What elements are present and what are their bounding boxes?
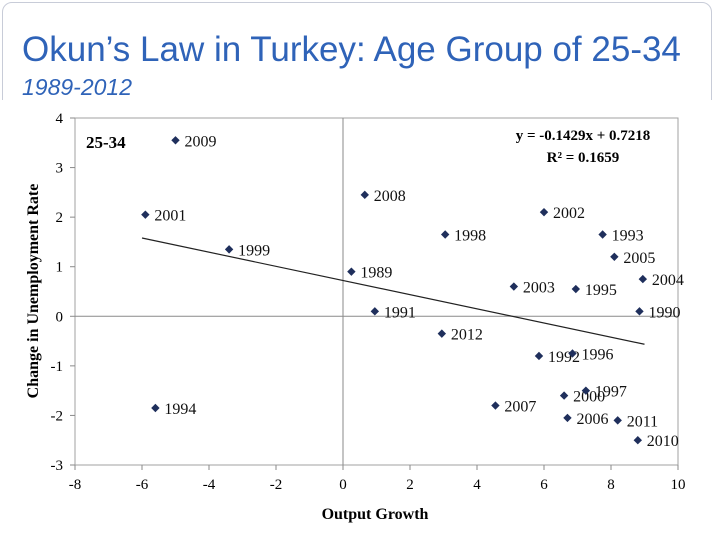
data-label-2011: 2011 xyxy=(627,413,658,430)
r-squared-label: R² = 0.1659 xyxy=(547,150,620,166)
data-label-2002: 2002 xyxy=(553,205,585,222)
data-point-2011 xyxy=(613,416,622,425)
data-label-1996: 1996 xyxy=(581,346,613,363)
slide-subtitle: 1989-2012 xyxy=(22,74,132,100)
data-point-1997 xyxy=(581,386,591,395)
axes-layer: -8 -6 -4 -2 0 2 4 6 8 10 -3 -2 -1 0 1 2 3 4 xyxy=(51,111,686,493)
x-tick-label: 0 xyxy=(339,477,347,493)
data-label-1999: 1999 xyxy=(238,242,270,259)
y-tick-label: -3 xyxy=(51,458,64,474)
data-point-2004 xyxy=(638,274,648,284)
data-point-2005 xyxy=(610,252,619,261)
data-point-2002 xyxy=(539,207,549,217)
slide-title: Okun’s Law in Turkey: Age Group of 25-34 xyxy=(22,30,681,69)
data-point-1989 xyxy=(347,267,356,276)
y-tick-label: -2 xyxy=(51,408,64,424)
data-point-1995 xyxy=(571,284,581,294)
data-point-2006 xyxy=(563,413,572,423)
x-tick-label: 2 xyxy=(406,477,414,493)
data-label-1989: 1989 xyxy=(360,265,392,282)
data-label-2005: 2005 xyxy=(623,250,655,267)
data-point-2010 xyxy=(633,436,642,445)
y-tick-label: -1 xyxy=(51,359,64,375)
data-label-2003: 2003 xyxy=(523,280,555,297)
x-tick-label: 4 xyxy=(473,477,481,493)
data-label-1990: 1990 xyxy=(648,304,680,321)
x-tick-label: -8 xyxy=(69,477,82,493)
data-label-1995: 1995 xyxy=(585,282,617,299)
data-label-1994: 1994 xyxy=(164,401,196,418)
marks-layer: 2009 2001 1999 1994 2008 1989 1991 1998 2012 2002… xyxy=(141,133,684,450)
data-label-2006: 2006 xyxy=(576,411,608,428)
y-tick-label: 3 xyxy=(56,161,64,177)
data-point-2007 xyxy=(491,401,500,410)
x-axis-title: Output Growth xyxy=(322,506,429,523)
data-label-2009: 2009 xyxy=(185,133,217,150)
y-tick-label: 2 xyxy=(56,210,64,226)
trendline xyxy=(141,237,645,345)
y-tick-label: 1 xyxy=(56,260,64,276)
plot-area-border xyxy=(74,117,679,466)
data-point-1998 xyxy=(440,230,450,239)
chart-background xyxy=(0,100,720,540)
y-axis-title: Change in Unemployment Rate xyxy=(25,184,42,399)
y-tick-label: 0 xyxy=(56,309,64,325)
data-point-1992 xyxy=(534,351,544,361)
data-label-2004: 2004 xyxy=(652,272,684,289)
panel-label: 25-34 xyxy=(86,133,126,152)
data-point-1996 xyxy=(568,349,577,358)
data-point-2000 xyxy=(559,391,569,400)
data-point-1991 xyxy=(370,307,380,316)
data-point-2009 xyxy=(171,136,180,145)
x-tick-label: 6 xyxy=(540,477,548,493)
data-point-1994 xyxy=(151,403,160,413)
data-label-2010: 2010 xyxy=(647,433,679,450)
data-label-1991: 1991 xyxy=(384,304,416,321)
data-label-2012: 2012 xyxy=(451,327,483,344)
data-point-2001 xyxy=(141,210,150,219)
scatter-chart: -8 -6 -4 -2 0 2 4 6 8 10 -3 -2 -1 0 1 2 3 4 2009 2001 1999 1… xyxy=(0,100,720,540)
data-point-1993 xyxy=(598,230,607,239)
data-label-1997: 1997 xyxy=(595,384,627,401)
data-label-1998: 1998 xyxy=(454,227,486,244)
data-point-1999 xyxy=(224,245,234,254)
data-label-2008: 2008 xyxy=(374,188,406,205)
chart-container: -8 -6 -4 -2 0 2 4 6 8 10 -3 -2 -1 0 1 2 3 4 2009 2001 1999 1… xyxy=(0,100,720,540)
x-tick-label: -4 xyxy=(203,477,216,493)
data-label-1992: 1992 xyxy=(548,349,580,366)
y-tick-label: 4 xyxy=(56,111,64,127)
x-tick-label: 10 xyxy=(671,477,686,493)
data-point-1990 xyxy=(635,307,644,316)
data-label-2007: 2007 xyxy=(504,399,536,416)
data-point-2008 xyxy=(360,190,369,200)
x-tick-label: -2 xyxy=(270,477,283,493)
data-point-2003 xyxy=(509,282,519,291)
x-tick-label: 8 xyxy=(607,477,615,493)
data-label-2000: 2000 xyxy=(573,389,605,406)
data-label-2001: 2001 xyxy=(154,208,186,225)
data-label-1993: 1993 xyxy=(612,227,644,244)
trendline-equation: y = -0.1429x + 0.7218 xyxy=(516,128,651,144)
x-tick-label: -6 xyxy=(136,477,149,493)
